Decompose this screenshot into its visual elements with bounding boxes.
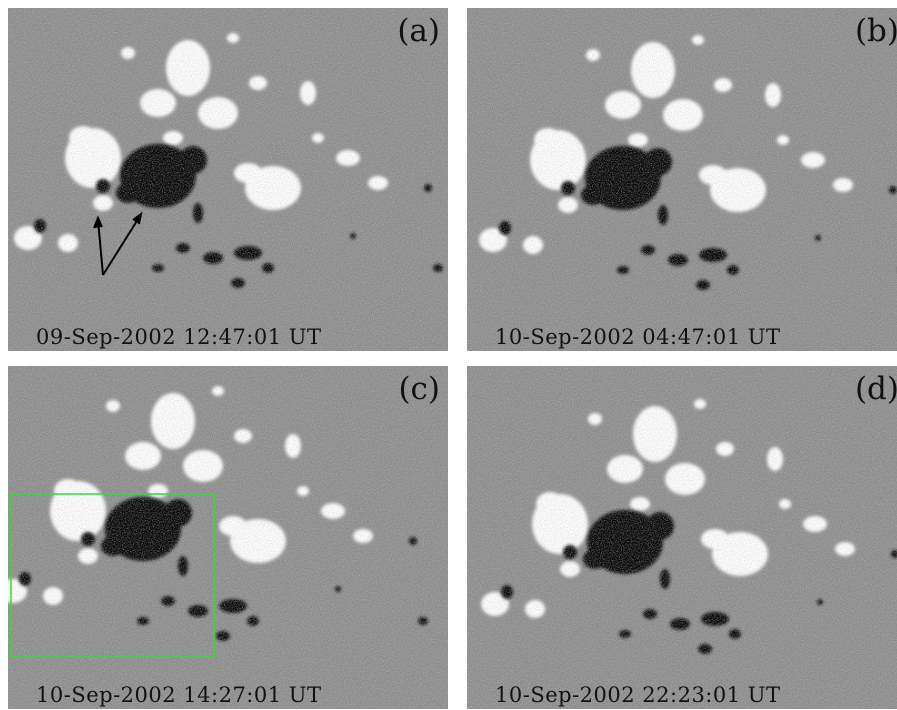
timestamp: 10-Sep-2002 04:47:01 UT	[495, 325, 781, 349]
magnetogram-image	[467, 8, 897, 351]
magnetogram-image	[8, 8, 448, 351]
magnetogram-image	[8, 366, 448, 709]
panel-label: (b)	[854, 13, 897, 49]
magnetogram-panel-c: (c) 10-Sep-2002 14:27:01 UT	[8, 366, 448, 709]
timestamp: 10-Sep-2002 14:27:01 UT	[36, 683, 322, 707]
panel-label: (c)	[398, 371, 440, 407]
arrow-annotation	[93, 211, 143, 276]
magnetogram-panel-a: (a) 09-Sep-2002 12:47:01 UT	[8, 8, 448, 351]
panel-label: (d)	[854, 371, 897, 407]
region-box	[10, 493, 215, 658]
magnetogram-image	[467, 366, 897, 709]
timestamp: 10-Sep-2002 22:23:01 UT	[495, 683, 781, 707]
timestamp: 09-Sep-2002 12:47:01 UT	[36, 325, 322, 349]
panel-label: (a)	[397, 13, 440, 49]
magnetogram-panel-d: (d) 10-Sep-2002 22:23:01 UT	[467, 366, 897, 709]
magnetogram-panel-b: (b) 10-Sep-2002 04:47:01 UT	[467, 8, 897, 351]
